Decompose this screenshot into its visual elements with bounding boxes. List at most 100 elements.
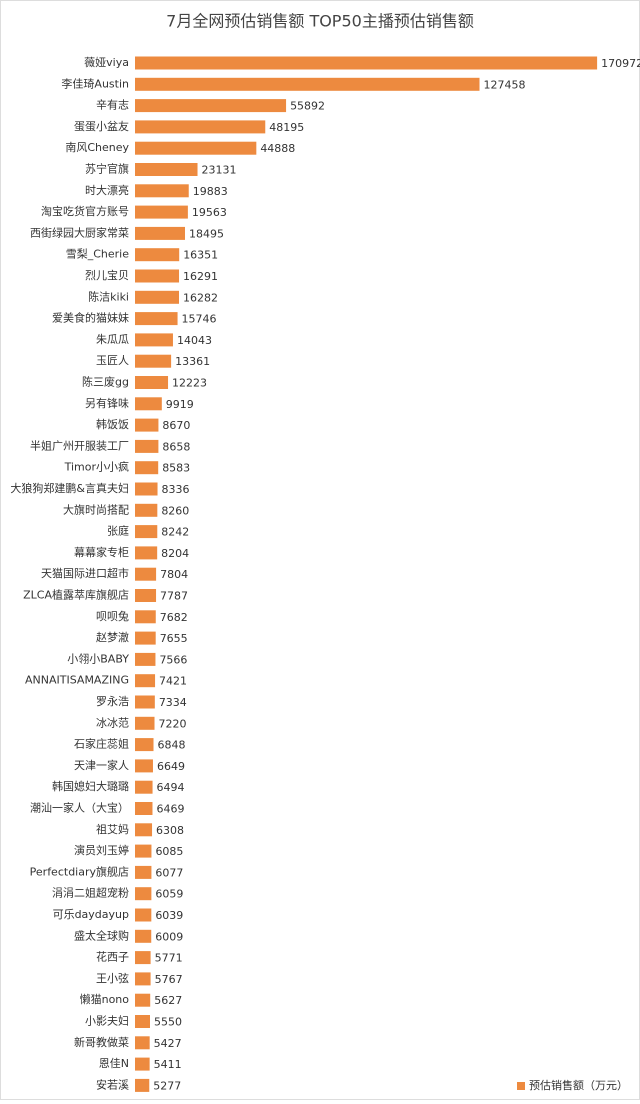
bar [135, 1057, 150, 1071]
value-label: 7566 [159, 653, 187, 666]
bar [135, 844, 152, 858]
value-label: 55892 [290, 100, 325, 113]
category-label: Timor小小疯 [64, 460, 129, 474]
bar [135, 802, 153, 815]
bar [135, 56, 598, 70]
bar [135, 610, 156, 624]
bar [135, 1078, 150, 1092]
bar [135, 269, 180, 283]
value-label: 5771 [155, 952, 183, 965]
category-label: 时大漂亮 [85, 183, 129, 197]
category-label: 罗永浩 [96, 694, 129, 708]
value-label: 127458 [484, 78, 526, 91]
bar [135, 567, 157, 581]
category-label: 恩佳N [99, 1056, 129, 1070]
category-label: 幕幕家专柜 [74, 545, 129, 559]
value-label: 170972 [601, 57, 640, 70]
bar [135, 759, 153, 773]
category-label: 大狼狗郑建鹏&言真夫妇 [10, 481, 129, 495]
category-label: 冰冰范 [96, 715, 129, 729]
category-label: 可乐daydayup [53, 908, 129, 921]
value-label: 8583 [162, 462, 190, 475]
category-label: 大旗时尚搭配 [63, 502, 129, 516]
category-label: 新哥教做菜 [74, 1035, 129, 1049]
category-label: 南风Cheney [65, 141, 129, 154]
category-label: 石家庄蕊姐 [74, 737, 129, 751]
bar [135, 77, 480, 91]
bar [135, 525, 158, 539]
bar [135, 716, 155, 730]
bar [135, 184, 189, 198]
value-label: 13361 [175, 355, 210, 368]
value-label: 8336 [162, 483, 190, 496]
bar [135, 226, 185, 240]
bar [135, 929, 152, 943]
bar [135, 205, 188, 219]
bar [135, 333, 173, 347]
bar [135, 376, 169, 389]
bar [135, 908, 152, 922]
bar [135, 972, 151, 986]
bar [135, 780, 153, 794]
category-label: 淘宝吃货官方账号 [41, 204, 129, 218]
bar [135, 248, 180, 262]
value-label: 16351 [183, 249, 218, 262]
bar [135, 461, 159, 475]
chart-title: 7月全网预估销售额 TOP50主播预估销售额 [166, 12, 474, 31]
category-label: 爱美食的猫妹妹 [52, 311, 129, 325]
category-label: 赵梦澈 [96, 630, 129, 644]
category-label: 李佳琦Austin [61, 76, 129, 90]
category-label: 呗呗兔 [96, 609, 129, 623]
category-label: 苏宁官旗 [85, 162, 129, 176]
category-label: 演员刘玉婷 [74, 843, 129, 857]
category-label: ZLCA植露萃库旗舰店 [23, 588, 129, 602]
category-label: ANNAITISAMAZING [25, 674, 129, 687]
category-label: 懒猫nono [80, 992, 130, 1006]
category-label: 王小弦 [96, 971, 129, 985]
bar [135, 482, 158, 496]
value-label: 14043 [177, 334, 212, 347]
category-label: 小翎小BABY [67, 651, 129, 665]
value-label: 23131 [202, 164, 237, 177]
bar [135, 865, 152, 879]
value-label: 5427 [154, 1037, 182, 1050]
value-label: 6469 [156, 803, 184, 816]
category-label: 小影夫妇 [85, 1015, 129, 1028]
value-label: 7655 [160, 632, 188, 645]
bar [135, 738, 154, 752]
value-label: 9919 [166, 398, 194, 411]
value-label: 6085 [155, 845, 183, 858]
bar [135, 439, 159, 453]
bar [135, 951, 151, 965]
bar [135, 312, 178, 326]
value-label: 5767 [155, 973, 183, 986]
value-label: 48195 [269, 121, 304, 134]
legend-swatch [517, 1082, 525, 1090]
value-label: 6308 [156, 824, 184, 837]
category-label: 天猫国际进口超市 [41, 566, 129, 580]
category-label: 西街绿园大厨家常菜 [30, 225, 129, 239]
value-label: 16291 [183, 270, 218, 283]
value-label: 8242 [161, 526, 189, 539]
category-label: 潮汕一家人（大宝） [30, 801, 129, 815]
category-label: 韩国媳妇大璐璐 [52, 779, 129, 793]
category-label: 陈三废gg [82, 375, 129, 389]
category-label: 安若溪 [96, 1077, 129, 1091]
category-label: 张庭 [107, 524, 129, 538]
value-label: 8658 [162, 440, 190, 453]
legend-label: 预估销售额（万元） [529, 1078, 628, 1092]
category-label: 涓涓二姐超宠粉 [52, 886, 129, 900]
value-label: 7334 [159, 696, 187, 709]
bar [135, 631, 156, 645]
category-label: 雪梨_Cherie [66, 247, 129, 261]
bar [135, 503, 158, 517]
value-label: 5277 [153, 1079, 181, 1092]
bar [135, 141, 257, 155]
value-label: 5411 [154, 1058, 182, 1071]
bar [135, 652, 156, 666]
bar [135, 397, 162, 411]
value-label: 7787 [160, 590, 188, 603]
value-label: 8204 [161, 547, 189, 560]
